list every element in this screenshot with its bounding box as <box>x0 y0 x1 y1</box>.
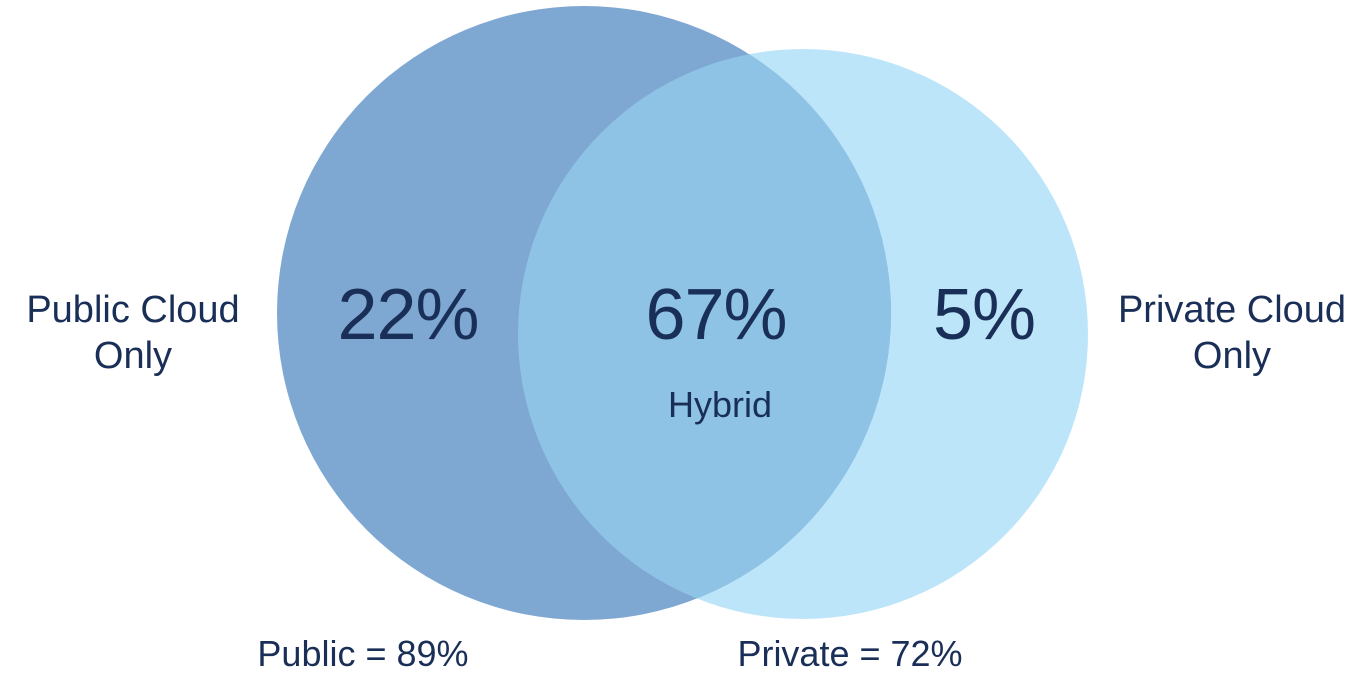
hybrid-overlap <box>518 49 891 619</box>
private-total-label: Private = 72% <box>737 633 963 674</box>
public-cloud-only-line2: Only <box>93 334 173 377</box>
private-cloud-only-line1: Private Cloud <box>1117 289 1347 331</box>
public-only-percent: 22% <box>337 275 479 355</box>
hybrid-label: Hybrid <box>667 384 773 425</box>
private-cloud-only-line2: Only <box>1192 334 1272 377</box>
public-cloud-only-line1: Public Cloud <box>26 289 240 331</box>
hybrid-percent: 67% <box>645 275 787 355</box>
public-total-label: Public = 89% <box>257 633 469 674</box>
private-cloud-only-label: Private Cloud Only <box>1092 288 1364 379</box>
public-cloud-only-label: Public Cloud Only <box>0 288 273 379</box>
private-only-percent: 5% <box>932 275 1036 355</box>
